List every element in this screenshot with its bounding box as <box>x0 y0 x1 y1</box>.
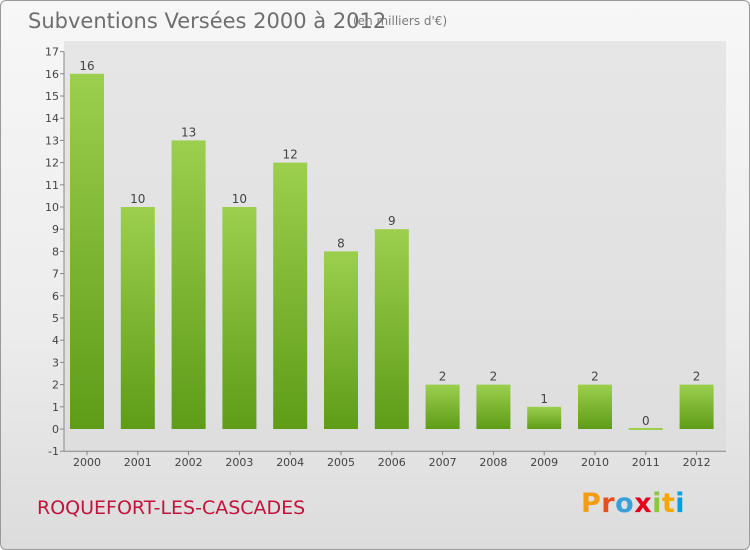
y-tick-label: 13 <box>45 134 59 147</box>
y-tick-label: 2 <box>52 379 59 392</box>
bar <box>578 384 612 429</box>
bar <box>324 251 358 429</box>
x-tick-label: 2000 <box>73 456 101 469</box>
logo-letter: x <box>634 488 653 519</box>
bar-value-label: 8 <box>337 236 345 250</box>
logo-letter: r <box>601 488 616 519</box>
y-tick-label: 7 <box>52 268 59 281</box>
bar <box>120 207 155 429</box>
x-tick-label: 2008 <box>479 456 507 469</box>
y-tick-label: 1 <box>52 401 59 414</box>
bar <box>527 406 562 429</box>
bar-value-label: 1 <box>540 392 548 406</box>
bar <box>374 229 409 429</box>
bar-value-label: 10 <box>232 192 247 206</box>
bar <box>628 428 663 430</box>
x-tick-label: 2007 <box>429 456 457 469</box>
y-tick-label: 8 <box>52 245 59 258</box>
y-tick-label: 4 <box>52 334 59 347</box>
x-tick-label: 2011 <box>632 456 660 469</box>
bar-value-label: 2 <box>693 370 701 384</box>
chart-subtitle: (en milliers d'€) <box>353 14 448 28</box>
bar <box>425 384 460 429</box>
x-tick-label: 2001 <box>124 456 152 469</box>
x-tick-label: 2003 <box>225 456 253 469</box>
chart-title: Subventions Versées 2000 à 2012 <box>28 9 387 33</box>
x-tick-label: 2006 <box>378 456 406 469</box>
y-tick-label: 10 <box>45 201 59 214</box>
bar-value-label: 0 <box>642 414 650 428</box>
x-tick-label: 2004 <box>276 456 304 469</box>
y-tick-label: -1 <box>48 445 59 458</box>
bar-value-label: 2 <box>490 370 498 384</box>
logo-letter: i <box>652 488 662 519</box>
bar-value-label: 2 <box>591 370 599 384</box>
logo-letter: i <box>675 488 686 519</box>
x-tick-label: 2012 <box>683 456 711 469</box>
bar <box>171 140 206 429</box>
y-tick-label: 17 <box>45 46 59 59</box>
y-tick-label: 5 <box>52 312 59 325</box>
bar-value-label: 2 <box>439 370 447 384</box>
y-tick-label: 11 <box>45 179 59 192</box>
y-tick-label: 12 <box>45 157 59 170</box>
x-tick-label: 2005 <box>327 456 355 469</box>
y-tick-label: 15 <box>45 90 59 103</box>
bar <box>476 384 511 429</box>
x-tick-label: 2009 <box>530 456 558 469</box>
bar-value-label: 9 <box>388 214 396 228</box>
bar-value-label: 10 <box>130 192 145 206</box>
y-tick-label: 3 <box>52 356 59 369</box>
logo-letter: o <box>615 488 635 519</box>
bar-value-label: 16 <box>79 59 94 73</box>
y-tick-label: 14 <box>45 112 59 125</box>
x-tick-label: 2002 <box>175 456 203 469</box>
bar <box>70 73 104 430</box>
bar-value-label: 12 <box>283 148 298 162</box>
proxiti-logo[interactable]: Proxiti <box>581 488 685 519</box>
commune-name: ROQUEFORT-LES-CASCADES <box>37 497 306 519</box>
logo-letter: P <box>581 488 602 519</box>
y-tick-label: 16 <box>45 68 59 81</box>
x-axis: 2000 2001 2002 2003 2004 2005 2006 2007 2008 2009… <box>64 450 726 469</box>
logo-letter: t <box>661 488 676 519</box>
y-tick-label: 9 <box>52 223 59 236</box>
x-tick-label: 2010 <box>581 456 609 469</box>
y-tick-label: 0 <box>52 423 59 436</box>
bar <box>273 162 308 429</box>
y-tick-label: 6 <box>52 290 59 303</box>
bar <box>679 384 714 429</box>
bar-value-label: 13 <box>181 125 196 139</box>
bar <box>222 207 257 429</box>
